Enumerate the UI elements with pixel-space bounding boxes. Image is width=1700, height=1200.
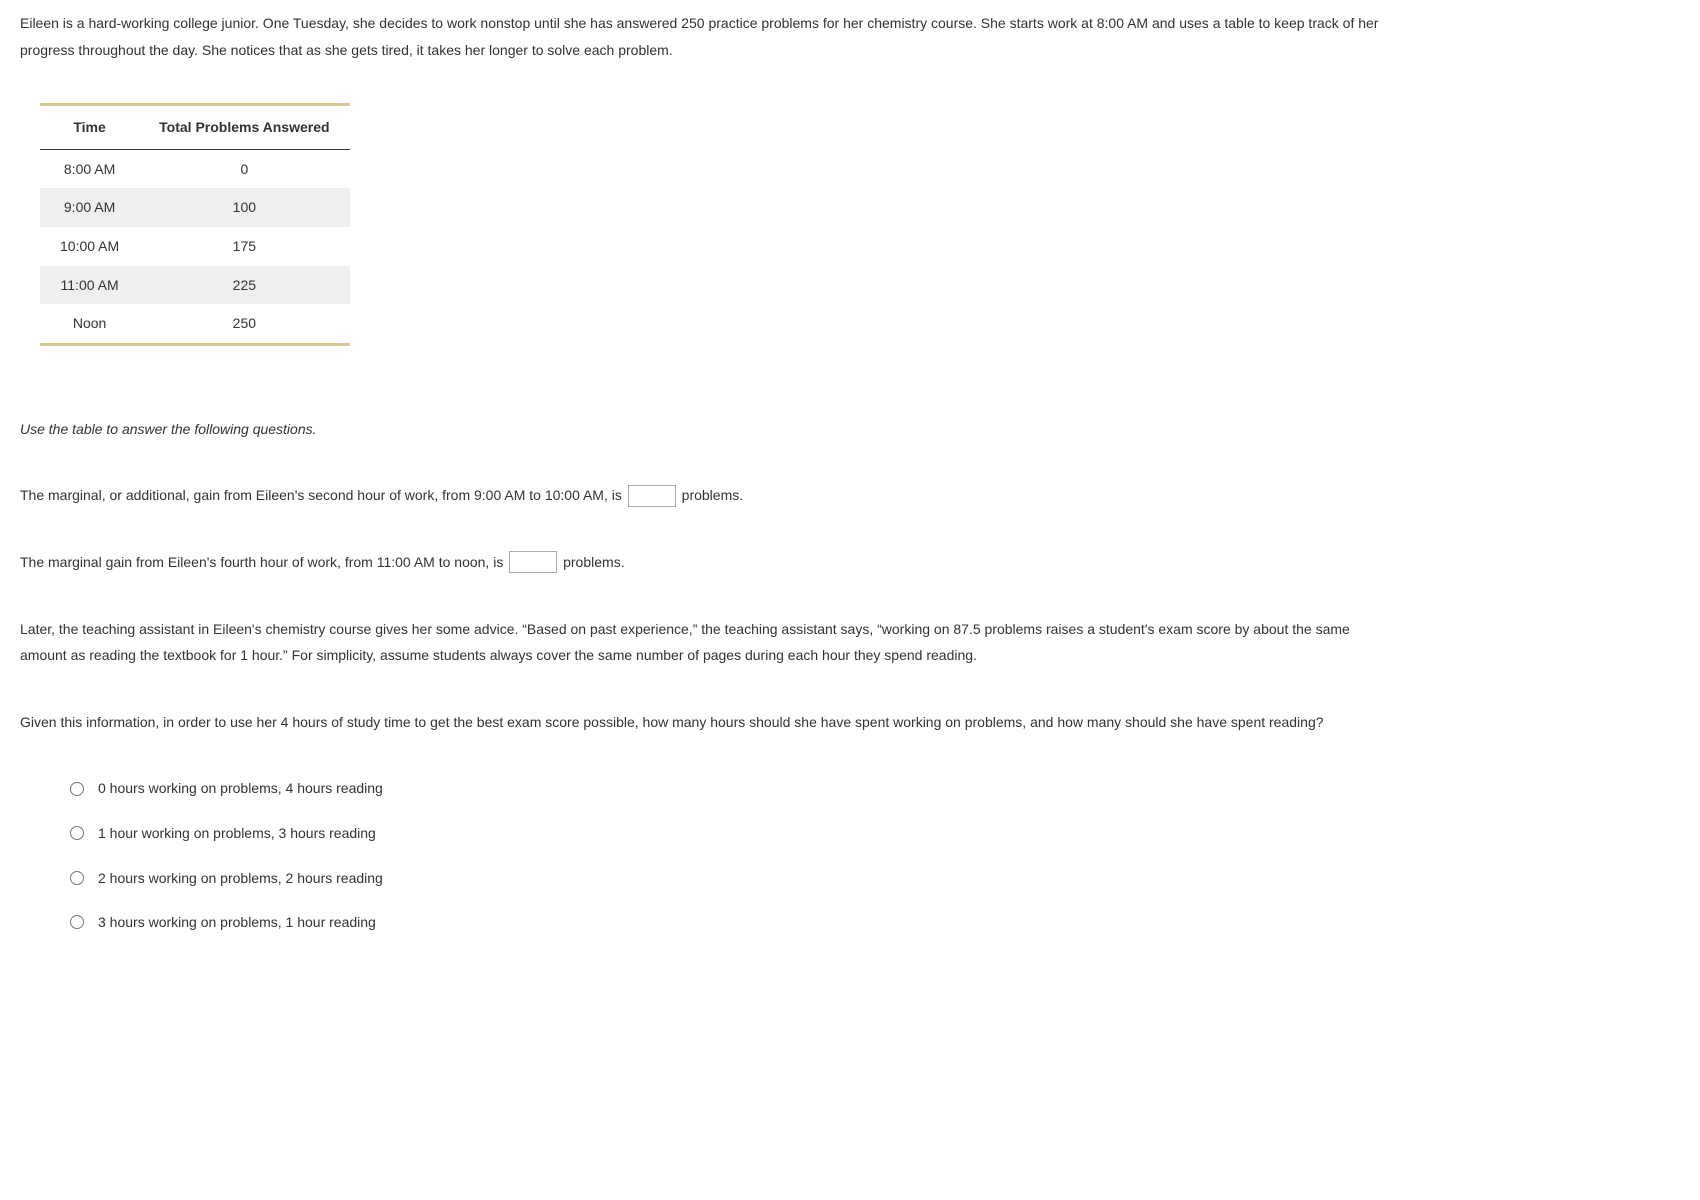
table-row: 10:00 AM 175	[40, 227, 350, 266]
choice-item: 0 hours working on problems, 4 hours rea…	[70, 775, 1680, 802]
table-cell: 0	[139, 149, 349, 188]
choice-label: 2 hours working on problems, 2 hours rea…	[98, 865, 383, 892]
table-cell: Noon	[40, 304, 139, 344]
table-cell: 175	[139, 227, 349, 266]
table-row: 8:00 AM 0	[40, 149, 350, 188]
q1-text-after: problems.	[682, 487, 743, 503]
choice-radio-3[interactable]	[70, 915, 84, 929]
table-cell: 10:00 AM	[40, 227, 139, 266]
question-1: The marginal, or additional, gain from E…	[20, 482, 1400, 509]
q1-text-before: The marginal, or additional, gain from E…	[20, 487, 622, 503]
choice-item: 1 hour working on problems, 3 hours read…	[70, 820, 1680, 847]
instruction-text: Use the table to answer the following qu…	[20, 416, 1680, 443]
table-cell: 250	[139, 304, 349, 344]
choice-item: 3 hours working on problems, 1 hour read…	[70, 909, 1680, 936]
choice-radio-1[interactable]	[70, 826, 84, 840]
q1-input[interactable]	[628, 485, 676, 507]
table-row: 11:00 AM 225	[40, 266, 350, 305]
table-row: Noon 250	[40, 304, 350, 344]
table-cell: 225	[139, 266, 349, 305]
intro-text: Eileen is a hard-working college junior.…	[20, 10, 1400, 63]
choice-label: 1 hour working on problems, 3 hours read…	[98, 820, 376, 847]
q2-text-after: problems.	[563, 554, 624, 570]
table-cell: 100	[139, 188, 349, 227]
choice-item: 2 hours working on problems, 2 hours rea…	[70, 865, 1680, 892]
advice-text: Later, the teaching assistant in Eileen'…	[20, 616, 1400, 669]
question-3: Given this information, in order to use …	[20, 709, 1400, 736]
table-cell: 8:00 AM	[40, 149, 139, 188]
q2-input[interactable]	[509, 551, 557, 573]
q2-text-before: The marginal gain from Eileen's fourth h…	[20, 554, 503, 570]
table-row: 9:00 AM 100	[40, 188, 350, 227]
choice-label: 3 hours working on problems, 1 hour read…	[98, 909, 376, 936]
choice-label: 0 hours working on problems, 4 hours rea…	[98, 775, 383, 802]
choices-list: 0 hours working on problems, 4 hours rea…	[70, 775, 1680, 935]
question-2: The marginal gain from Eileen's fourth h…	[20, 549, 1400, 576]
choice-radio-2[interactable]	[70, 871, 84, 885]
table-cell: 9:00 AM	[40, 188, 139, 227]
problems-table: Time Total Problems Answered 8:00 AM 0 9…	[40, 103, 350, 346]
table-header-time: Time	[40, 105, 139, 150]
choice-radio-0[interactable]	[70, 782, 84, 796]
table-header-answered: Total Problems Answered	[139, 105, 349, 150]
table-cell: 11:00 AM	[40, 266, 139, 305]
